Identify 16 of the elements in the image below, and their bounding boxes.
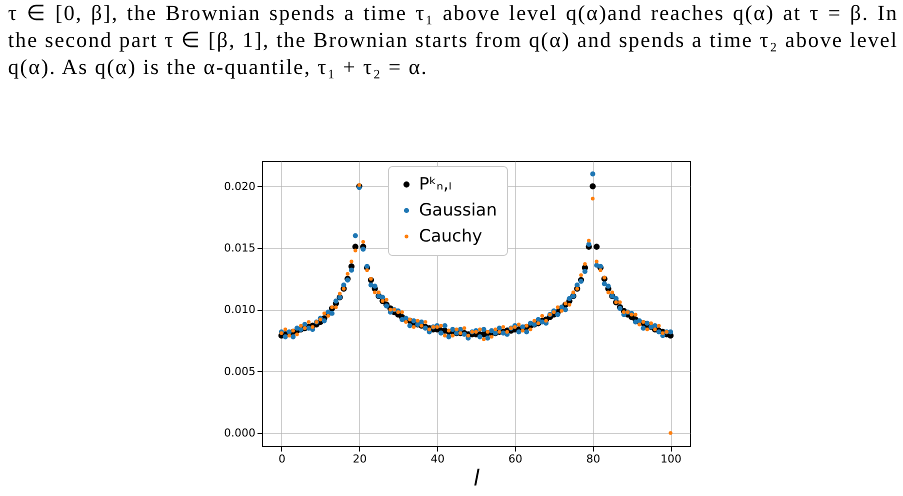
x-tick-label: 80 [586, 452, 600, 466]
y-tick-label: 0.020 [224, 180, 256, 193]
x-axis-title: l [473, 466, 480, 492]
y-tick-label: 0.000 [224, 426, 256, 440]
x-tick-label: 20 [352, 452, 367, 466]
y-tick-label: 0.015 [224, 241, 256, 254]
text: τ ∈ [0, β], the Brownian spends a time τ₁ above level q(α)and reaches q(α) at τ = β. In the second part τ ∈ [β, 1], the Brownian starts from q(α) and spends a time τ₂ above level q(α). As q(α) is the α-quantile, τ₁ + τ₂ = α. [8, 0, 898, 81]
y-tick-label: 0.005 [224, 364, 256, 378]
y-tick-label: 0.010 [224, 303, 256, 316]
legend-label: Pᵏₙ,ₗ [419, 174, 452, 194]
x-tick-label: 40 [430, 452, 445, 466]
legend-label: Cauchy [419, 226, 482, 246]
x-tick-label: 100 [660, 452, 682, 466]
x-tick-label: 0 [278, 452, 286, 466]
x-tick-label: 60 [508, 452, 522, 466]
legend-label: Gaussian [419, 200, 497, 220]
